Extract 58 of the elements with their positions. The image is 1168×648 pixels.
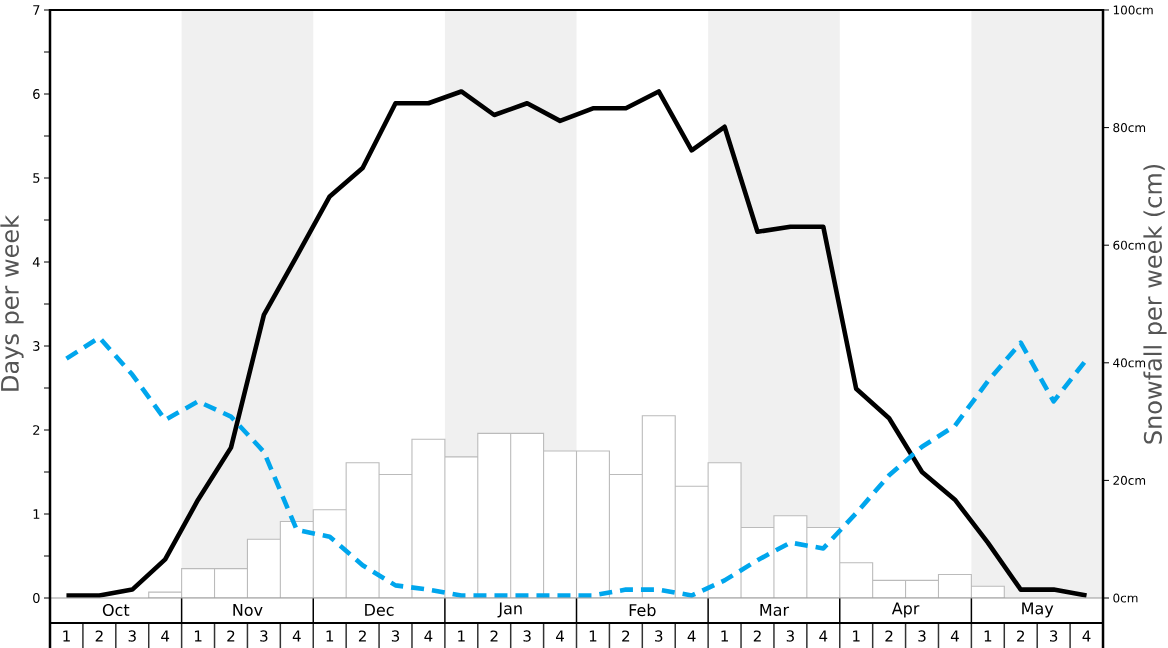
x-tick-label: 1	[853, 630, 860, 642]
text: Nov	[233, 604, 263, 616]
x-tick-label: 2	[753, 630, 761, 642]
x-tick-label: 1	[984, 630, 992, 642]
text: May	[1022, 602, 1054, 618]
x-tick-label: 1	[63, 630, 70, 642]
x-tick-label: 3	[655, 630, 663, 642]
y-tick-label: 2	[33, 425, 40, 435]
x-tick-label: 4	[556, 630, 564, 642]
x-tick-label: 1	[589, 630, 597, 642]
text: Oct	[102, 603, 130, 617]
x-tick-label: 4	[424, 630, 433, 642]
y2-tick-label: 80cm	[1113, 123, 1146, 133]
y-tick-label: 7	[33, 5, 40, 15]
y-tick-label: 4	[32, 257, 40, 267]
y-tick-label: 0	[33, 593, 40, 603]
x-tick-label: 1	[721, 630, 728, 642]
x-tick-label: 4	[292, 630, 301, 642]
y-axis-title: Days per week	[0, 215, 24, 391]
x-tick-label: 1	[326, 630, 334, 642]
x-tick-label: 4	[687, 630, 696, 642]
x-tick-label: 3	[391, 630, 400, 642]
x-tick-label: 3	[523, 630, 531, 642]
y2-tick-label: 0cm	[1113, 593, 1138, 603]
x-tick-label: 3	[918, 630, 926, 642]
y2-tick-label: 60cm	[1113, 240, 1146, 250]
text: Feb	[629, 603, 656, 617]
x-tick-label: 3	[260, 630, 268, 642]
x-tick-label: 3	[786, 630, 794, 642]
x-tick-label: 2	[358, 630, 366, 642]
y-tick-label: 3	[33, 341, 40, 351]
x-tick-label: 2	[622, 630, 630, 642]
y2-tick-label: 40cm	[1113, 358, 1146, 368]
x-tick-label: 3	[1050, 630, 1058, 642]
y-tick-label: 1	[33, 509, 40, 519]
x-tick-label: 4	[161, 630, 170, 642]
x-tick-label: 2	[227, 630, 235, 642]
text: Jan	[497, 602, 522, 618]
y2-tick-label: 100cm	[1113, 5, 1153, 15]
x-tick-label: 2	[1017, 630, 1025, 642]
line-series	[64, 89, 1089, 598]
x-tick-label: 1	[194, 630, 202, 642]
y-tick-label: 5	[33, 173, 40, 183]
x-tick-label: 4	[1082, 630, 1091, 642]
y2-tick-label: 20cm	[1113, 475, 1146, 485]
text: Dec	[365, 604, 394, 616]
x-tick-label: 2	[885, 630, 893, 642]
x-tick-label: 4	[819, 630, 828, 642]
x-tick-label: 3	[128, 630, 136, 642]
bar	[707, 462, 742, 598]
y2-axis-title: Snowfall per week (cm)	[1143, 164, 1167, 444]
x-tick-label: 1	[458, 630, 465, 642]
text: Mar	[760, 604, 790, 616]
y-tick-label: 6	[33, 89, 40, 99]
x-tick-label: 4	[950, 630, 959, 642]
text: Apr	[891, 602, 920, 618]
x-tick-label: 2	[95, 630, 103, 642]
x-tick-label: 2	[490, 630, 498, 642]
